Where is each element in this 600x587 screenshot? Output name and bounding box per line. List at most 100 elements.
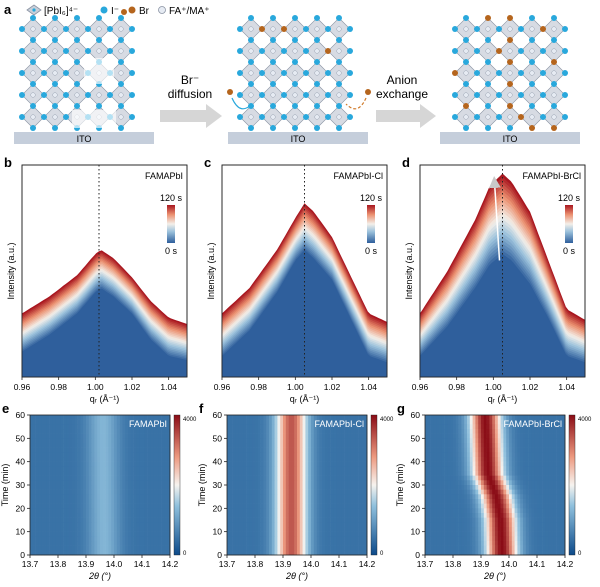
heatmap-cell: [436, 545, 440, 551]
heatmap-cell: [128, 433, 132, 439]
heatmap-cell: [280, 429, 284, 434]
cation-atom: [463, 26, 469, 32]
heatmap-cell: [311, 466, 315, 472]
heatmap-cell: [255, 419, 259, 425]
heatmap-cell: [472, 527, 476, 532]
heatmap-cell: [232, 447, 236, 453]
heatmap-cell: [492, 485, 496, 490]
heatmap-cell: [341, 550, 345, 556]
heatmap-cell: [316, 485, 320, 490]
heatmap-cell: [294, 513, 298, 518]
heatmap-cell: [255, 489, 259, 495]
heatmap-cell: [283, 503, 287, 509]
heatmap-cell: [486, 419, 490, 425]
heatmap-cell: [548, 508, 552, 514]
iodide-atom: [474, 48, 480, 54]
heatmap-cell: [277, 545, 281, 551]
diffusion-path: [345, 97, 367, 110]
heatmap-cell: [531, 415, 535, 420]
heatmap-cell: [495, 485, 499, 490]
heatmap-cell: [128, 513, 132, 518]
heatmap-cell: [108, 457, 112, 462]
heatmap-cell: [55, 438, 59, 444]
heatmap-cell: [252, 438, 256, 444]
heatmap-cell: [427, 480, 431, 486]
y-axis-label: Intensity (a.u.): [206, 242, 216, 299]
heatmap-cell: [125, 433, 129, 439]
heatmap-cell: [241, 471, 245, 476]
heatmap-cell: [441, 443, 445, 448]
heatmap-cell: [322, 457, 326, 462]
heatmap-cell: [72, 517, 76, 523]
heatmap-cell: [503, 466, 507, 472]
heatmap-cell: [241, 531, 245, 537]
iodide-atom: [314, 59, 320, 65]
heatmap-cell: [313, 522, 317, 528]
heatmap-cell: [525, 424, 529, 430]
heatmap-cell: [156, 508, 160, 514]
heatmap-cell: [559, 536, 563, 542]
heatmap-cell: [489, 485, 493, 490]
heatmap-cell: [235, 550, 239, 556]
heatmap-cell: [441, 536, 445, 542]
heatmap-cell: [444, 517, 448, 523]
heatmap-cell: [291, 531, 295, 537]
heatmap-cell: [319, 447, 323, 453]
heatmap-cell: [537, 415, 541, 420]
heatmap-cell: [302, 503, 306, 509]
heatmap-cell: [263, 433, 267, 439]
heatmap-cell: [469, 480, 473, 486]
heatmap-cell: [246, 475, 250, 481]
heatmap-cell: [227, 499, 231, 504]
heatmap-cell: [341, 494, 345, 500]
heatmap-cell: [144, 447, 148, 453]
heatmap-cell: [128, 485, 132, 490]
heatmap-cell: [467, 517, 471, 523]
heatmap-cell: [339, 508, 343, 514]
heatmap-cell: [35, 466, 39, 472]
heatmap-cell: [158, 545, 162, 551]
heatmap-cell: [537, 531, 541, 537]
heatmap-cell: [105, 494, 109, 500]
heatmap-cell: [325, 433, 329, 439]
heatmap-cell: [94, 461, 98, 467]
heatmap-cell: [472, 485, 476, 490]
heatmap-cell: [355, 527, 359, 532]
heatmap-cell: [266, 499, 270, 504]
heatmap-cell: [252, 531, 256, 537]
heatmap-cell: [339, 503, 343, 509]
heatmap-cell: [69, 466, 73, 472]
heatmap-cell: [556, 522, 560, 528]
heatmap-cell: [478, 419, 482, 425]
heatmap-cell: [63, 452, 67, 458]
heatmap-cell: [108, 536, 112, 542]
heatmap-cell: [285, 461, 289, 467]
heatmap-cell: [511, 443, 515, 448]
heatmap-cell: [548, 531, 552, 537]
heatmap-cell: [255, 424, 259, 430]
heatmap-cell: [308, 508, 312, 514]
heatmap-cell: [58, 475, 62, 481]
heatmap-cell: [164, 536, 168, 542]
heatmap-cell: [492, 466, 496, 472]
heatmap-cell: [534, 443, 538, 448]
heatmap-cell: [525, 499, 529, 504]
heatmap-cell: [122, 550, 126, 556]
heatmap-cell: [122, 499, 126, 504]
heatmap-cell: [72, 457, 76, 462]
heatmap-cell: [333, 480, 337, 486]
heatmap-cell: [483, 536, 487, 542]
heatmap-cell: [333, 452, 337, 458]
heatmap-cell: [311, 503, 315, 509]
heatmap-cell: [333, 522, 337, 528]
heatmap-cell: [58, 527, 62, 532]
heatmap-cell: [319, 466, 323, 472]
heatmap-cell: [316, 471, 320, 476]
heatmap-cell: [450, 517, 454, 523]
y-tick-label: 30: [16, 480, 26, 490]
heatmap-cell: [60, 531, 64, 537]
heatmap-cell: [105, 527, 109, 532]
heatmap-cell: [288, 415, 292, 420]
heatmap-cell: [88, 536, 92, 542]
heatmap-cell: [63, 541, 67, 546]
